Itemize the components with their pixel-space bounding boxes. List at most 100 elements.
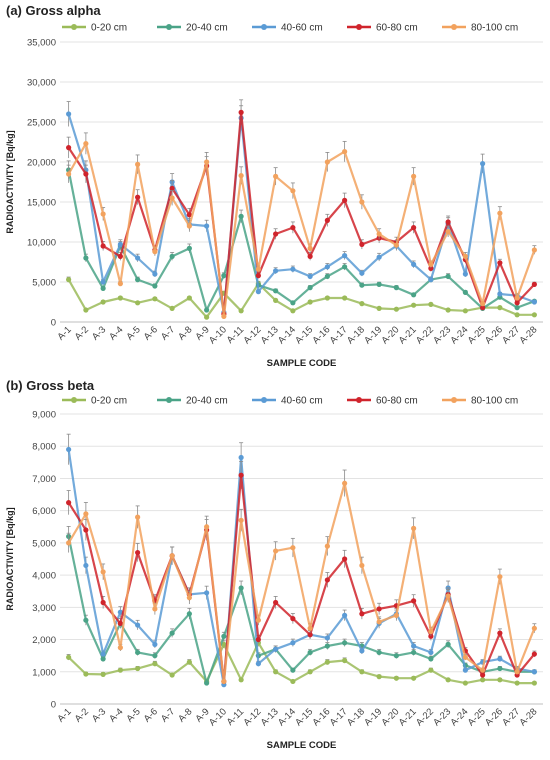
data-point [221, 273, 227, 279]
data-point [66, 277, 72, 283]
legend-label: 80-100 cm [471, 396, 518, 407]
data-point [238, 308, 244, 314]
x-tick-label: A-1 [56, 706, 74, 724]
x-tick-label: A-20 [380, 324, 402, 346]
data-point [152, 283, 158, 289]
data-point [290, 308, 296, 314]
data-point [238, 213, 244, 219]
data-point [255, 266, 261, 272]
data-point [152, 296, 158, 302]
data-point [100, 285, 106, 291]
data-point [393, 612, 399, 618]
data-point [462, 667, 468, 673]
data-point [66, 111, 72, 117]
data-point [135, 622, 141, 628]
data-point [307, 245, 313, 251]
x-tick-label: A-25 [466, 706, 488, 728]
x-tick-label: A-22 [414, 706, 436, 728]
data-point [307, 285, 313, 291]
data-point [376, 254, 382, 260]
data-point [531, 651, 537, 657]
x-tick-label: A-15 [293, 324, 315, 346]
data-point [531, 299, 537, 305]
data-point [221, 633, 227, 639]
data-point [462, 680, 468, 686]
x-tick-label: A-21 [397, 706, 419, 728]
data-point [497, 291, 503, 297]
chart-title: (b) Gross beta [6, 378, 95, 393]
data-point [307, 632, 313, 638]
data-point [100, 211, 106, 217]
data-point [480, 161, 486, 167]
series-line [67, 279, 535, 319]
y-tick-label: 30,000 [27, 78, 56, 89]
data-point [324, 577, 330, 583]
data-point [273, 173, 279, 179]
data-point [462, 289, 468, 295]
data-point [428, 301, 434, 307]
gross-beta-chart: (b) Gross beta 0 1,000 2,000 3,000 4,000 5,000… [5, 378, 543, 751]
y-tick-label: 8,000 [32, 442, 56, 453]
data-point [100, 569, 106, 575]
data-point [100, 279, 106, 285]
legend-label: 60-80 cm [376, 23, 418, 34]
data-point [514, 295, 520, 301]
legend-item: 60-80 cm [347, 23, 418, 34]
series-line [67, 536, 535, 685]
data-point [204, 159, 210, 165]
data-point [324, 217, 330, 223]
x-axis-label: SAMPLE CODE [267, 358, 337, 369]
data-point [66, 145, 72, 151]
data-point [186, 295, 192, 301]
data-point [531, 312, 537, 318]
data-point [152, 661, 158, 667]
data-point [531, 247, 537, 253]
data-point [238, 585, 244, 591]
y-tick-label: 1,000 [32, 667, 56, 678]
data-point [531, 625, 537, 631]
data-point [152, 641, 158, 647]
data-point [359, 301, 365, 307]
y-axis-label: RADIOACTIVITY [Bq/kg] [5, 130, 15, 233]
x-tick-label: A-21 [397, 324, 419, 346]
x-tick-label: A-28 [518, 706, 540, 728]
data-point [359, 241, 365, 247]
x-tick-label: A-2 [73, 324, 91, 342]
x-tick-label: A-11 [225, 706, 246, 727]
data-point [290, 667, 296, 673]
data-point [359, 669, 365, 675]
legend-swatch-marker [356, 397, 362, 403]
data-point [152, 271, 158, 277]
series-line [67, 169, 535, 312]
data-point [273, 297, 279, 303]
x-tick-label: A-6 [142, 324, 160, 342]
data-point [342, 657, 348, 664]
data-point [497, 210, 503, 216]
y-tick-label: 2,000 [32, 635, 56, 646]
data-point [324, 543, 330, 549]
x-tick-label: A-7 [159, 706, 177, 724]
series-0-20-cm [66, 276, 537, 320]
data-point [135, 649, 141, 656]
y-tick-label: 3,000 [32, 603, 56, 614]
y-tick-label: 5,000 [32, 278, 56, 289]
x-tick-label: A-23 [431, 706, 453, 728]
legend-item: 40-60 cm [252, 23, 323, 34]
data-point [324, 659, 330, 665]
data-point [376, 674, 382, 680]
x-tick-label: A-10 [207, 324, 229, 346]
x-tick-label: A-3 [90, 324, 108, 342]
data-point [290, 640, 296, 646]
data-point [497, 656, 503, 662]
y-tick-label: 20,000 [27, 158, 56, 169]
x-tick-label: A-16 [311, 706, 333, 728]
data-point [359, 611, 365, 617]
data-point [83, 527, 89, 533]
x-tick-label: A-20 [380, 706, 402, 728]
data-point [186, 212, 192, 218]
data-point [66, 654, 72, 660]
data-point [273, 669, 279, 675]
data-point [445, 677, 451, 683]
